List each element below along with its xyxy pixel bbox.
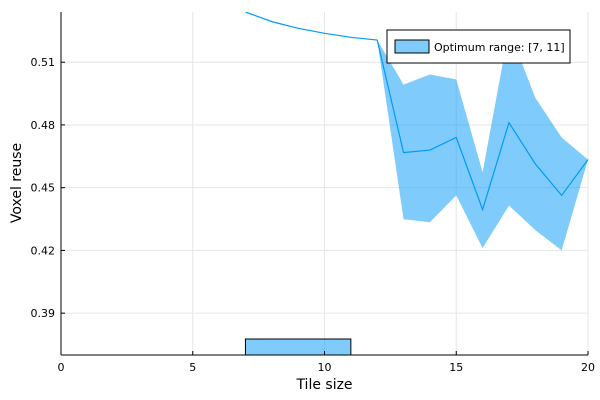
x-tick-label: 0: [58, 361, 65, 374]
x-tick-label: 10: [318, 361, 332, 374]
optimum-range-bar: [244, 338, 352, 356]
ticks: 0 5 10 15 20 0.39 0.42 0.45 0.48 0.51: [31, 56, 596, 374]
y-tick-label: 0.48: [31, 119, 56, 132]
legend-swatch: [394, 39, 430, 54]
plot-area: [245, 12, 588, 251]
y-axis-title: Voxel reuse: [9, 143, 25, 223]
x-axis-title: Tile size: [295, 377, 352, 393]
y-tick-label: 0.42: [31, 244, 56, 257]
x-tick-label: 20: [581, 361, 595, 374]
y-tick-label: 0.45: [31, 182, 56, 195]
y-tick-label: 0.51: [31, 56, 56, 69]
legend: Optimum range: [7, 11]: [386, 29, 571, 64]
legend-label: Optimum range: [7, 11]: [434, 41, 565, 54]
series-line: [245, 12, 588, 212]
confidence-band: [245, 12, 588, 251]
x-tick-label: 15: [449, 361, 463, 374]
y-tick-label: 0.39: [31, 307, 56, 320]
x-tick-label: 5: [189, 361, 196, 374]
